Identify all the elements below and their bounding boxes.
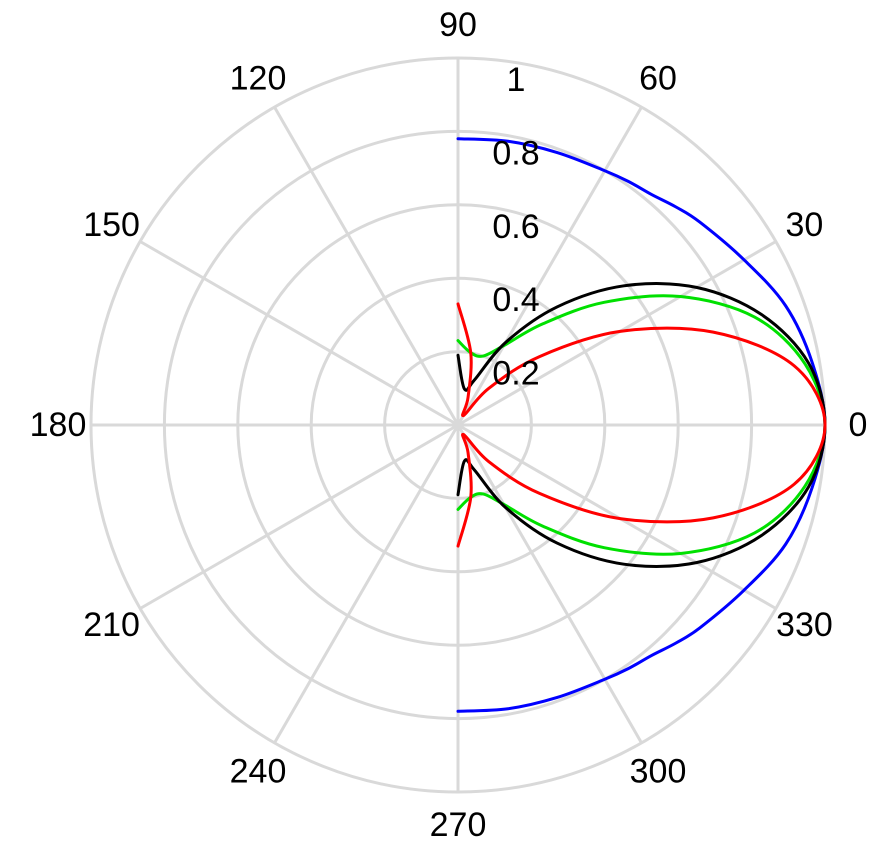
tick-labels: 0 30 60 90 120 150 180 210 240 270 300 330 0.2 0.4 0.6… <box>30 6 868 844</box>
grid-spoke-210 <box>139 423 459 610</box>
radial-tick-label: 0.8 <box>492 134 539 172</box>
radial-tick-label: 1 <box>507 61 526 99</box>
grid-spoke-150 <box>139 240 459 427</box>
angle-tick-label: 90 <box>439 6 477 44</box>
radial-tick-label: 0.4 <box>492 281 539 319</box>
grid-spoke-240 <box>273 424 460 744</box>
angle-tick-label: 60 <box>639 60 677 98</box>
angle-tick-label: 240 <box>230 752 287 790</box>
series-line-3 <box>456 302 827 548</box>
grid-spoke-60 <box>456 106 643 426</box>
angle-tick-label: 0 <box>849 406 868 444</box>
angle-tick-label: 300 <box>630 752 687 790</box>
radial-tick-label: 0.6 <box>492 208 539 246</box>
angle-tick-label: 270 <box>430 806 487 844</box>
angle-tick-label: 210 <box>83 606 140 644</box>
grid-spoke-120 <box>273 106 460 426</box>
angle-tick-label: 120 <box>230 60 287 98</box>
angle-tick-label: 30 <box>785 206 823 244</box>
grid <box>89 56 827 794</box>
angle-tick-label: 180 <box>30 406 87 444</box>
radial-tick-label: 0.2 <box>492 355 539 393</box>
angle-tick-label: 150 <box>83 206 140 244</box>
angle-tick-label: 330 <box>776 606 833 644</box>
grid-spoke-300 <box>456 424 643 744</box>
series-lines <box>456 137 827 713</box>
